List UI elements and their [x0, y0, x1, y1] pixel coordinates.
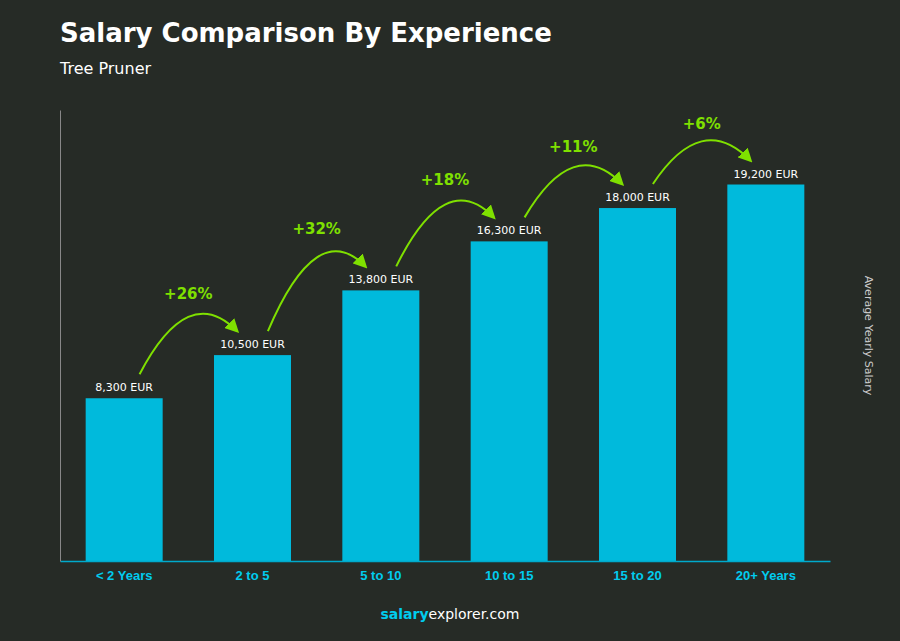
y-axis-line — [60, 111, 61, 562]
x-tick-label: < 2 Years — [96, 568, 153, 583]
background — [0, 0, 900, 641]
x-tick-label: 15 to 20 — [613, 568, 661, 583]
bar — [471, 241, 548, 561]
annotation: +26% — [164, 285, 212, 303]
value-label: 18,000 EUR — [605, 191, 670, 204]
x-tick: 2 to 5 — [236, 561, 270, 583]
x-tick-label: 2 to 5 — [236, 568, 270, 583]
arrow — [140, 314, 238, 375]
y-axis-title: Average Yearly Salary — [862, 276, 875, 396]
chart: Salary Comparison By Experience Tree Prun… — [0, 0, 900, 641]
arrow — [268, 251, 366, 331]
annotation: +11% — [549, 138, 597, 156]
arrow — [396, 201, 494, 267]
x-tick: < 2 Years — [96, 561, 153, 583]
footer: salaryexplorer.com — [381, 606, 520, 622]
annotation: +32% — [292, 220, 340, 238]
title: Salary Comparison By Experience — [60, 18, 552, 48]
x-tick: 15 to 20 — [613, 561, 661, 583]
value-label: 10,500 EUR — [220, 338, 285, 351]
x-axis-line — [61, 561, 831, 563]
footer-part: explorer.com — [429, 606, 520, 622]
annotation: +6% — [683, 115, 721, 133]
arrow — [653, 140, 751, 184]
x-axis: < 2 Years 2 to 5 5 to 10 10 to 15 15 to 20 20… — [61, 561, 831, 583]
annotations: +26% +32% +18% +11% +6% — [140, 115, 751, 375]
x-tick: 20+ Years — [736, 561, 796, 583]
bars — [86, 185, 805, 561]
x-tick-label: 5 to 10 — [360, 568, 401, 583]
value-label: 8,300 EUR — [95, 381, 153, 394]
plot: < 2 Years 2 to 5 5 to 10 10 to 15 15 to 20 20… — [61, 111, 831, 584]
value-label: 19,200 EUR — [734, 168, 799, 181]
x-tick: 5 to 10 — [360, 561, 401, 583]
bar — [727, 185, 804, 561]
x-tick: 10 to 15 — [485, 561, 533, 583]
value-labels: 8,300 EUR 10,500 EUR 13,800 EUR 16,300 EUR 1… — [95, 168, 798, 395]
annotation: +18% — [421, 171, 469, 189]
subtitle: Tree Pruner — [59, 59, 151, 78]
value-label: 13,800 EUR — [349, 273, 414, 286]
bar — [214, 355, 291, 561]
bar — [599, 208, 676, 561]
footer-part: salary — [381, 606, 429, 622]
bar — [342, 290, 419, 561]
x-tick-label: 10 to 15 — [485, 568, 533, 583]
value-label: 16,300 EUR — [477, 224, 542, 237]
x-tick-label: 20+ Years — [736, 568, 796, 583]
y-axis — [60, 111, 61, 562]
arrow — [525, 165, 623, 217]
bar — [86, 398, 163, 561]
